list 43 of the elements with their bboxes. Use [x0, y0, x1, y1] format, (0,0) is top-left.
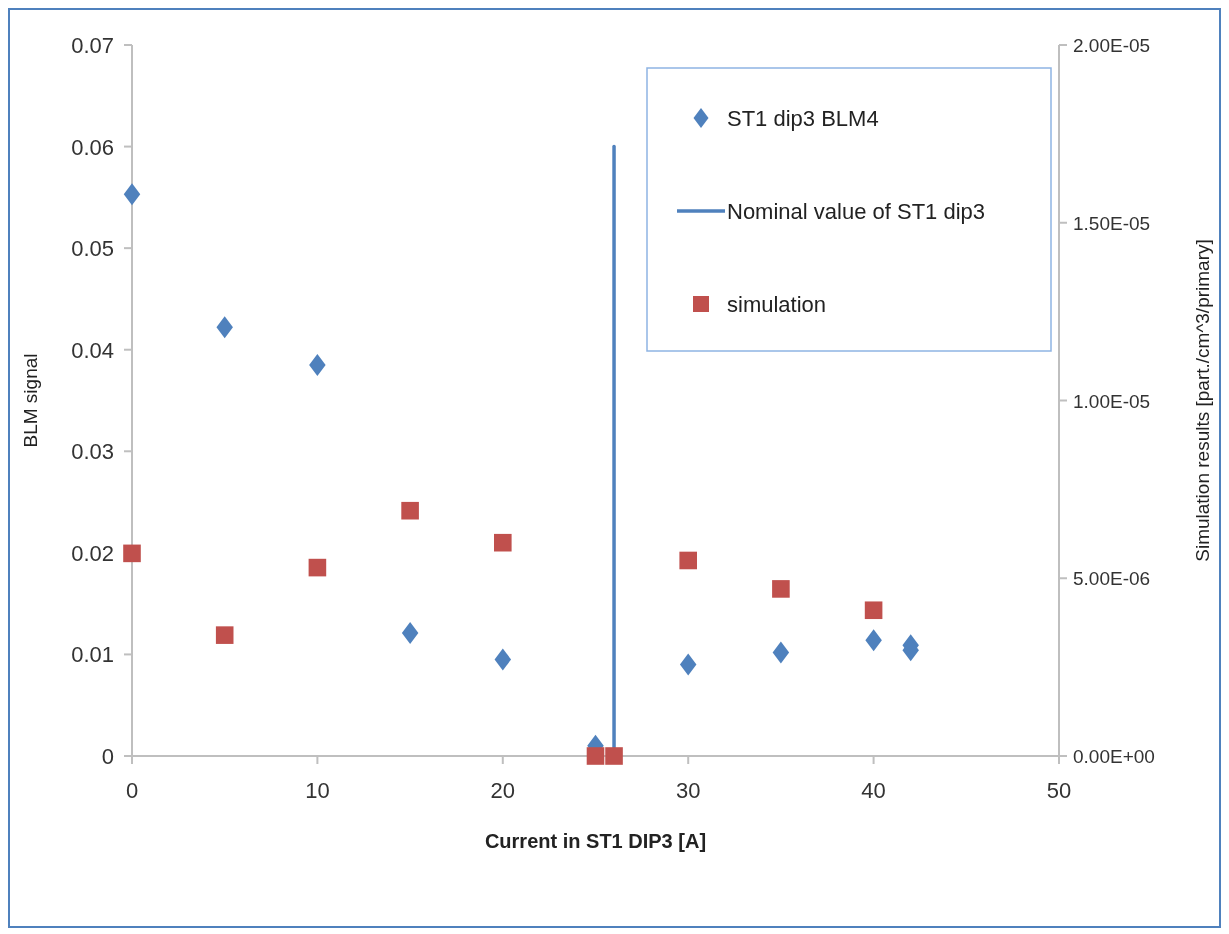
point — [215, 626, 234, 644]
point — [308, 558, 327, 577]
y2-tick-label: 1.50E-05 — [1073, 212, 1151, 234]
point — [772, 641, 790, 664]
point — [401, 622, 419, 645]
point — [586, 747, 605, 765]
y-axis-title: BLM signal — [20, 353, 41, 448]
x-tick-label: 50 — [1046, 778, 1072, 803]
y-tick-label: 0.07 — [71, 33, 114, 58]
legend-label: Nominal value of ST1 dip3 — [727, 199, 986, 224]
y-tick-label: 0.03 — [71, 439, 114, 465]
y2-axis-title: Simulation results [part./cm^3/primary] — [1192, 239, 1213, 562]
y2-tick-label: 2.00E-05 — [1073, 35, 1151, 56]
point — [401, 501, 419, 520]
point — [772, 580, 790, 598]
x-tick-label: 20 — [490, 778, 516, 803]
y-tick-label: 0.02 — [71, 540, 114, 566]
x-tick-label: 30 — [675, 778, 701, 803]
y-tick-label: 0.01 — [71, 642, 114, 668]
x-tick-label: 40 — [861, 778, 886, 803]
y-tick-label: 0 — [101, 744, 114, 769]
y-tick-label: 0.04 — [71, 337, 114, 363]
x-tick-label: 10 — [305, 778, 330, 803]
y-tick-label: 0.05 — [71, 236, 114, 262]
point — [605, 747, 623, 765]
y2-tick-label: 1.00E-05 — [1073, 390, 1151, 412]
y-tick-label: 0.06 — [71, 134, 114, 160]
y2-tick-label: 0.00E+00 — [1073, 746, 1155, 767]
point — [216, 316, 233, 339]
point — [123, 183, 141, 206]
legend-label: simulation — [727, 292, 827, 317]
x-tick-label: 0 — [125, 778, 139, 803]
x-axis-title: Current in ST1 DIP3 [A] — [484, 830, 707, 852]
point — [494, 533, 512, 552]
legend-label: ST1 dip3 BLM4 — [727, 106, 879, 131]
y2-tick-label: 5.00E-06 — [1073, 568, 1151, 590]
point — [865, 629, 882, 652]
point — [679, 653, 697, 676]
point — [864, 601, 883, 620]
point — [123, 544, 141, 563]
point — [494, 648, 512, 671]
point — [679, 551, 697, 570]
point — [309, 353, 326, 376]
